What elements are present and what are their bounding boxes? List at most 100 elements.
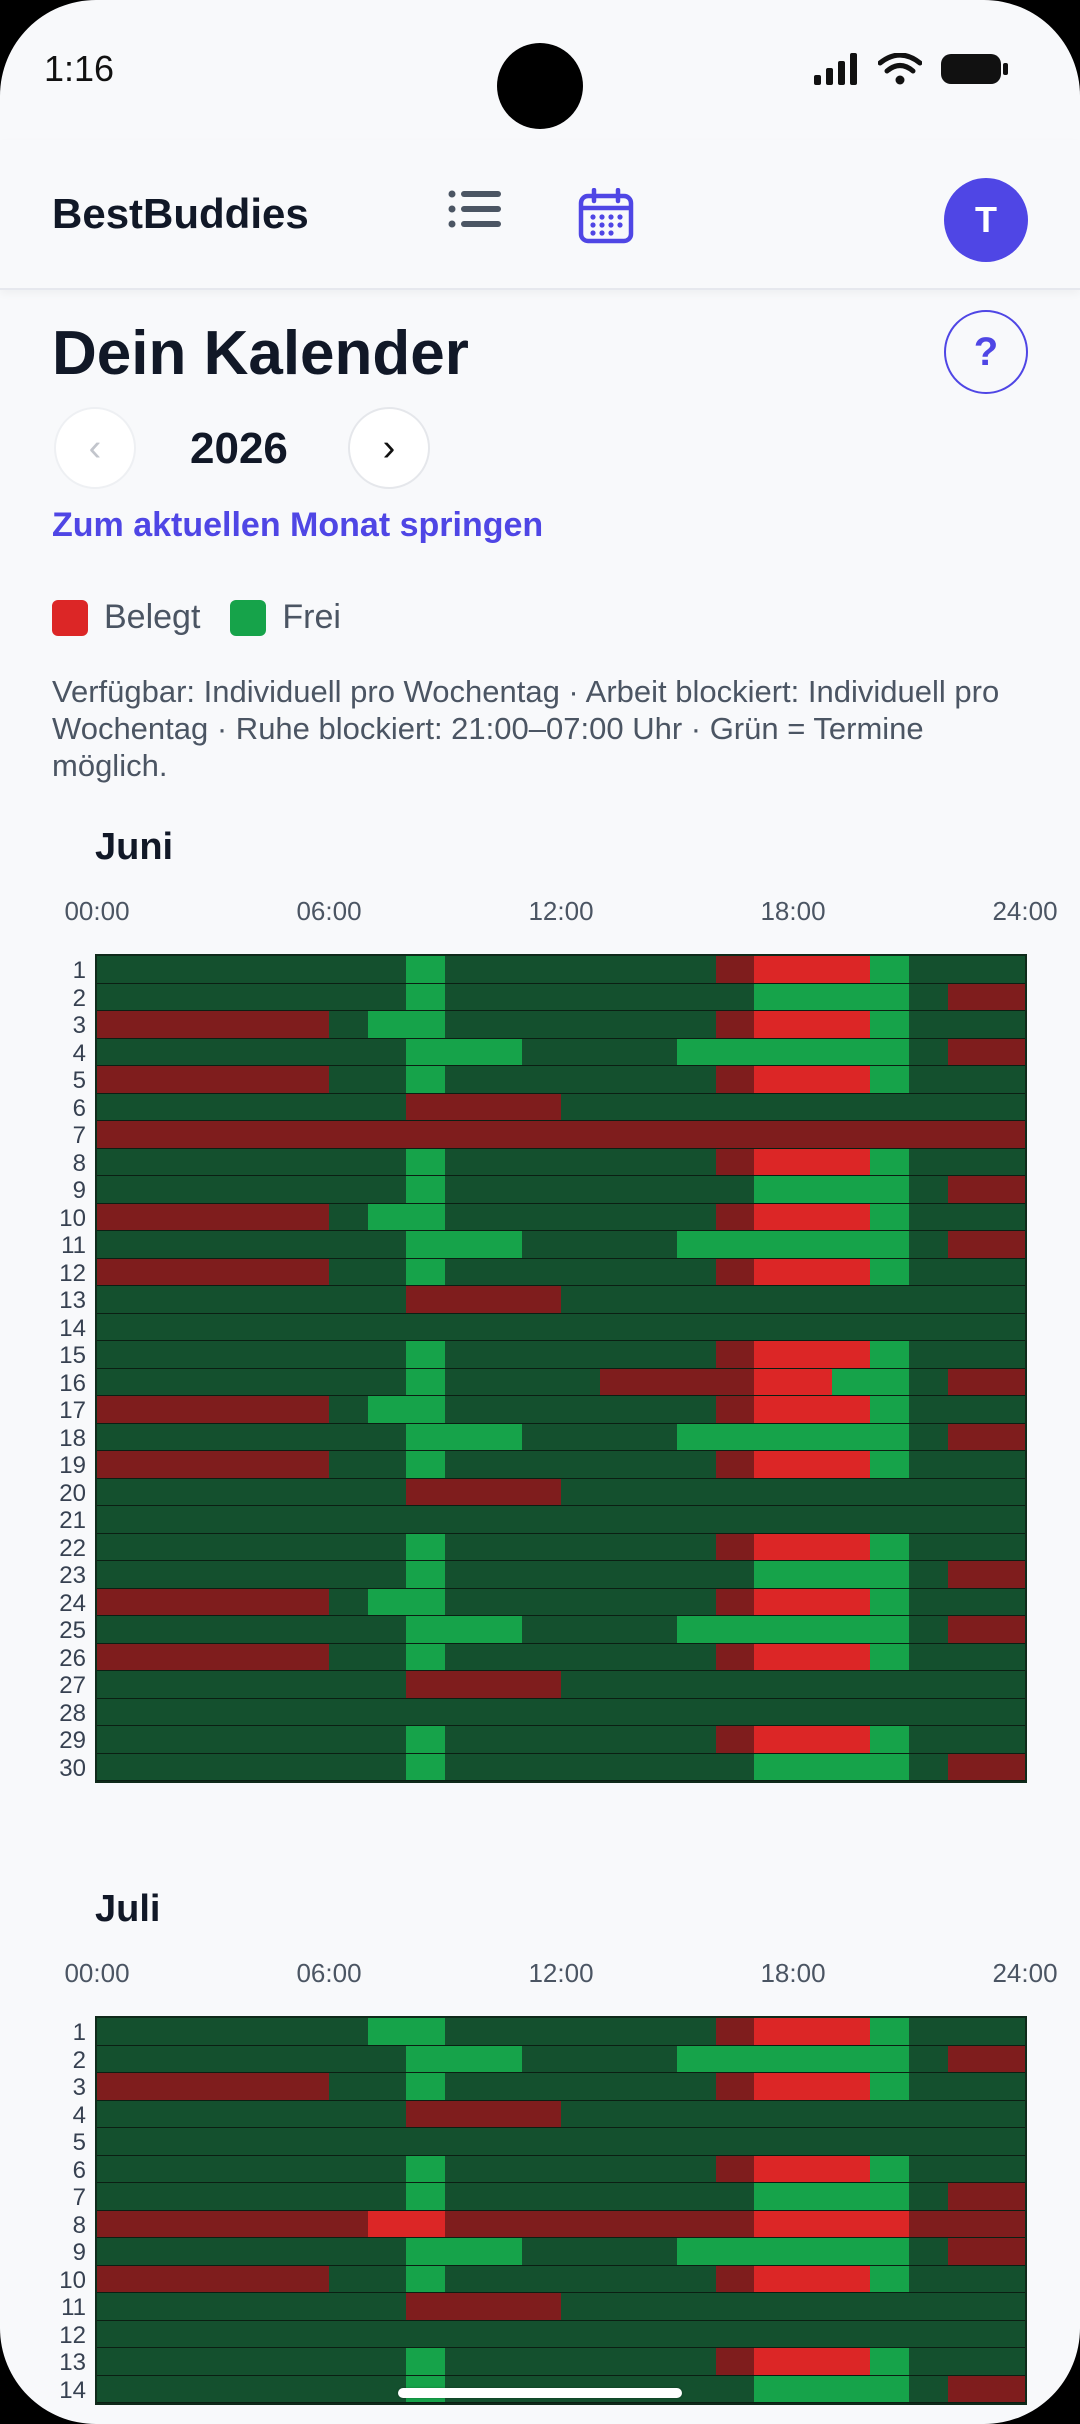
free-slot[interactable] — [97, 1148, 407, 1175]
free-slot[interactable] — [445, 1753, 755, 1780]
app-brand[interactable]: BestBuddies — [52, 190, 309, 237]
free-slot[interactable] — [406, 2155, 445, 2182]
busy-slot[interactable] — [754, 2348, 871, 2375]
day-row[interactable] — [97, 1643, 1025, 1671]
free-slot[interactable] — [367, 2018, 445, 2045]
free-slot[interactable] — [909, 1396, 1025, 1423]
free-slot[interactable] — [97, 1616, 407, 1643]
day-row[interactable] — [97, 1698, 1025, 1726]
free-slot[interactable] — [909, 1203, 1025, 1230]
free-slot[interactable] — [909, 1423, 948, 1450]
busy-slot[interactable] — [754, 1258, 871, 1285]
busy-slot[interactable] — [947, 2375, 1025, 2402]
free-slot[interactable] — [97, 956, 407, 983]
free-slot[interactable] — [909, 1726, 1025, 1753]
free-slot[interactable] — [406, 2073, 445, 2100]
free-slot[interactable] — [909, 1561, 948, 1588]
free-slot[interactable] — [909, 1176, 948, 1203]
free-slot[interactable] — [561, 2293, 1025, 2320]
free-slot[interactable] — [445, 1451, 716, 1478]
free-slot[interactable] — [406, 2045, 523, 2072]
free-slot[interactable] — [909, 956, 1025, 983]
day-row[interactable] — [97, 1478, 1025, 1506]
free-slot[interactable] — [561, 1478, 1025, 1505]
busy-slot[interactable] — [715, 1396, 755, 1423]
busy-slot[interactable] — [715, 1643, 755, 1670]
day-row[interactable] — [97, 2238, 1025, 2266]
jump-to-current-month-link[interactable]: Zum aktuellen Monat springen — [52, 506, 544, 544]
free-slot[interactable] — [97, 2045, 407, 2072]
free-slot[interactable] — [870, 1451, 909, 1478]
busy-slot[interactable] — [754, 1066, 871, 1093]
free-slot[interactable] — [97, 2375, 407, 2402]
free-slot[interactable] — [445, 1561, 755, 1588]
free-slot[interactable] — [909, 1011, 1025, 1038]
free-slot[interactable] — [97, 1231, 407, 1258]
day-row[interactable] — [97, 1588, 1025, 1616]
free-slot[interactable] — [329, 1588, 368, 1615]
free-slot[interactable] — [406, 1753, 445, 1780]
free-slot[interactable] — [870, 2018, 909, 2045]
help-button[interactable]: ? — [944, 310, 1028, 394]
busy-slot[interactable] — [754, 1203, 871, 1230]
free-slot[interactable] — [870, 1588, 909, 1615]
free-slot[interactable] — [97, 1368, 407, 1395]
free-slot[interactable] — [909, 1258, 1025, 1285]
free-slot[interactable] — [870, 2348, 909, 2375]
busy-slot[interactable] — [97, 1258, 329, 1285]
day-row[interactable] — [97, 2320, 1025, 2348]
free-slot[interactable] — [909, 1753, 948, 1780]
free-slot[interactable] — [870, 1148, 909, 1175]
free-slot[interactable] — [870, 2155, 909, 2182]
free-slot[interactable] — [329, 1066, 407, 1093]
day-row[interactable] — [97, 1616, 1025, 1644]
day-row[interactable] — [97, 1038, 1025, 1066]
busy-slot[interactable] — [754, 2018, 871, 2045]
busy-slot[interactable] — [754, 1148, 871, 1175]
free-slot[interactable] — [97, 2320, 1025, 2347]
free-slot[interactable] — [445, 1148, 716, 1175]
free-slot[interactable] — [445, 2155, 716, 2182]
day-row[interactable] — [97, 2348, 1025, 2376]
busy-slot[interactable] — [715, 1588, 755, 1615]
day-row[interactable] — [97, 2183, 1025, 2211]
busy-slot[interactable] — [754, 2210, 909, 2237]
free-slot[interactable] — [909, 1616, 948, 1643]
list-view-icon[interactable] — [446, 180, 504, 238]
free-slot[interactable] — [445, 2265, 716, 2292]
free-slot[interactable] — [870, 2073, 909, 2100]
free-slot[interactable] — [831, 1368, 909, 1395]
free-slot[interactable] — [522, 1616, 677, 1643]
free-slot[interactable] — [909, 2045, 948, 2072]
day-row[interactable] — [97, 1533, 1025, 1561]
free-slot[interactable] — [329, 1396, 368, 1423]
free-slot[interactable] — [870, 2265, 909, 2292]
free-slot[interactable] — [754, 983, 909, 1010]
free-slot[interactable] — [406, 1451, 445, 1478]
busy-slot[interactable] — [97, 1451, 329, 1478]
day-row[interactable] — [97, 1286, 1025, 1314]
free-slot[interactable] — [406, 2183, 445, 2210]
busy-slot[interactable] — [947, 1423, 1025, 1450]
free-slot[interactable] — [870, 1011, 909, 1038]
day-row[interactable] — [97, 1671, 1025, 1699]
busy-slot[interactable] — [97, 1588, 329, 1615]
free-slot[interactable] — [445, 1176, 755, 1203]
free-slot[interactable] — [97, 983, 407, 1010]
free-slot[interactable] — [406, 1561, 445, 1588]
day-row[interactable] — [97, 1506, 1025, 1534]
day-row[interactable] — [97, 1093, 1025, 1121]
free-slot[interactable] — [367, 1011, 445, 1038]
busy-slot[interactable] — [406, 2100, 561, 2127]
busy-slot[interactable] — [947, 1231, 1025, 1258]
busy-slot[interactable] — [97, 1066, 329, 1093]
busy-slot[interactable] — [406, 1286, 561, 1313]
busy-slot[interactable] — [754, 956, 871, 983]
calendar-view-icon[interactable] — [578, 188, 634, 244]
free-slot[interactable] — [909, 1533, 1025, 1560]
day-row[interactable] — [97, 1368, 1025, 1396]
free-slot[interactable] — [754, 1561, 909, 1588]
free-slot[interactable] — [97, 1561, 407, 1588]
day-row[interactable] — [97, 1753, 1025, 1781]
free-slot[interactable] — [406, 2265, 445, 2292]
